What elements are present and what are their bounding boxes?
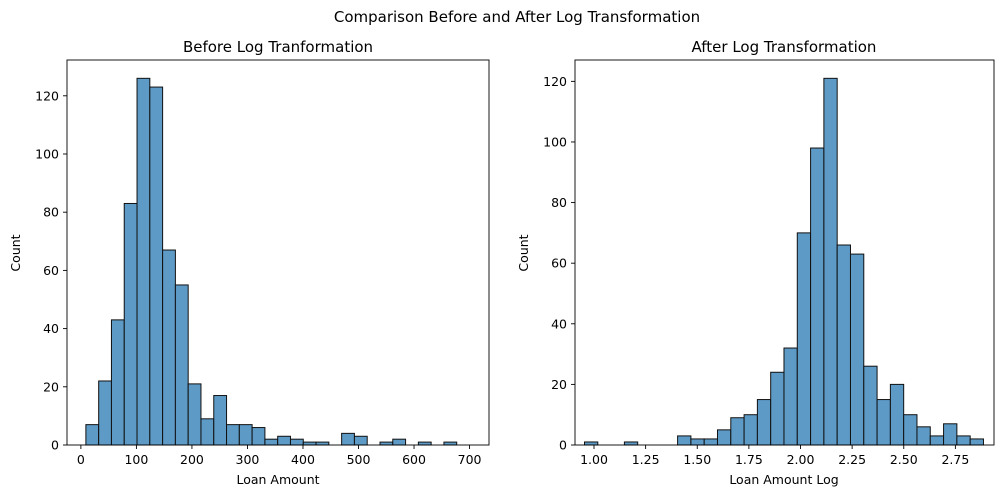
y-tick-label-after-0: 0	[559, 438, 567, 453]
bar-before-3	[123, 202, 138, 446]
histogram-after: After Log Transformation Loan Amount Log…	[516, 38, 995, 487]
x-tick-label-after-5: 2.25	[838, 452, 866, 467]
y-tick-label-before-0: 0	[51, 438, 59, 453]
histogram-before: Before Log Tranformation Loan Amount Cou…	[8, 38, 490, 487]
x-tick-label-before-3: 300	[236, 452, 260, 467]
bar-before-13	[251, 427, 266, 446]
bar-after-11	[730, 417, 745, 446]
figure-suptitle: Comparison Before and After Log Transfor…	[334, 8, 700, 26]
bar-after-28	[956, 435, 971, 446]
y-tick-label-after-2: 40	[551, 316, 567, 331]
x-tick-label-before-5: 500	[347, 452, 371, 467]
bar-after-24	[903, 414, 918, 446]
x-tick-label-after-0: 1.00	[580, 452, 608, 467]
y-tick-label-after-6: 120	[543, 74, 567, 89]
bar-before-8	[187, 383, 202, 446]
y-tick-label-before-2: 40	[43, 321, 59, 336]
bar-after-9	[703, 438, 718, 446]
bar-after-15	[783, 347, 798, 446]
bar-before-0	[85, 424, 100, 446]
bar-before-9	[200, 418, 215, 446]
plot-frame-before	[66, 59, 490, 446]
bar-before-14	[264, 438, 279, 446]
x-axis-label-before: Loan Amount	[236, 472, 319, 487]
bar-before-7	[174, 284, 189, 446]
y-tick-label-after-3: 60	[551, 256, 567, 271]
x-axis-label-after: Loan Amount Log	[729, 472, 838, 487]
bar-after-13	[756, 399, 772, 446]
x-tick-label-before-0: 0	[77, 452, 85, 467]
y-tick-label-before-1: 20	[43, 379, 59, 394]
x-tick-label-before-6: 600	[402, 452, 426, 467]
bar-after-27	[943, 423, 958, 446]
x-tick-label-before-7: 700	[458, 452, 482, 467]
x-tick-label-before-4: 400	[291, 452, 315, 467]
x-tick-label-after-3: 1.75	[735, 452, 763, 467]
bar-after-16	[796, 232, 812, 446]
bar-after-25	[916, 426, 931, 446]
y-tick-label-after-4: 80	[551, 195, 567, 210]
chart-title-after: After Log Transformation	[692, 38, 877, 56]
bars-before	[85, 77, 458, 446]
bar-before-6	[162, 249, 176, 446]
chart-title-before: Before Log Tranformation	[183, 38, 373, 56]
bar-before-12	[238, 424, 253, 446]
y-tick-label-after-1: 20	[551, 377, 567, 392]
y-tick-label-before-3: 60	[43, 263, 59, 278]
x-tick-label-before-2: 200	[180, 452, 204, 467]
bar-after-17	[810, 147, 825, 446]
x-tick-label-before-1: 100	[124, 452, 148, 467]
bar-before-1	[98, 380, 112, 446]
bar-before-15	[277, 435, 291, 446]
bar-after-12	[743, 414, 758, 446]
bar-before-20	[341, 432, 355, 446]
bar-after-23	[889, 383, 905, 446]
bar-after-10	[716, 429, 732, 446]
bar-before-10	[213, 395, 228, 446]
y-tick-label-before-5: 100	[35, 146, 59, 161]
bar-before-21	[353, 435, 368, 446]
x-tick-label-after-2: 1.50	[683, 452, 711, 467]
bar-after-20	[849, 253, 865, 446]
bar-before-2	[110, 319, 125, 446]
bar-after-29	[969, 438, 984, 446]
bar-after-7	[677, 435, 692, 446]
y-axis-label-before: Count	[8, 234, 23, 271]
bar-before-16	[289, 438, 304, 446]
bar-after-21	[863, 365, 878, 446]
bar-after-8	[690, 438, 705, 446]
y-tick-label-before-4: 80	[43, 205, 59, 220]
x-tick-label-after-7: 2.75	[941, 452, 969, 467]
y-axis-label-after: Count	[516, 234, 531, 271]
plot-frame-after	[574, 59, 995, 446]
bar-after-14	[770, 371, 785, 446]
bar-before-24	[392, 438, 407, 446]
bar-before-4	[136, 77, 151, 446]
bar-before-11	[226, 424, 240, 446]
y-tick-label-before-6: 120	[35, 88, 59, 103]
x-tick-label-after-6: 2.50	[890, 452, 918, 467]
bar-after-22	[876, 399, 891, 446]
bar-after-0	[584, 441, 599, 446]
x-tick-label-after-4: 2.00	[787, 452, 815, 467]
bar-after-3	[623, 441, 639, 446]
y-tick-label-after-5: 100	[543, 134, 567, 149]
bar-after-18	[823, 77, 838, 446]
bar-before-5	[149, 86, 164, 446]
bar-after-19	[836, 244, 851, 446]
x-tick-label-after-1: 1.25	[632, 452, 660, 467]
bars-after	[584, 77, 984, 446]
bar-after-26	[929, 435, 945, 446]
